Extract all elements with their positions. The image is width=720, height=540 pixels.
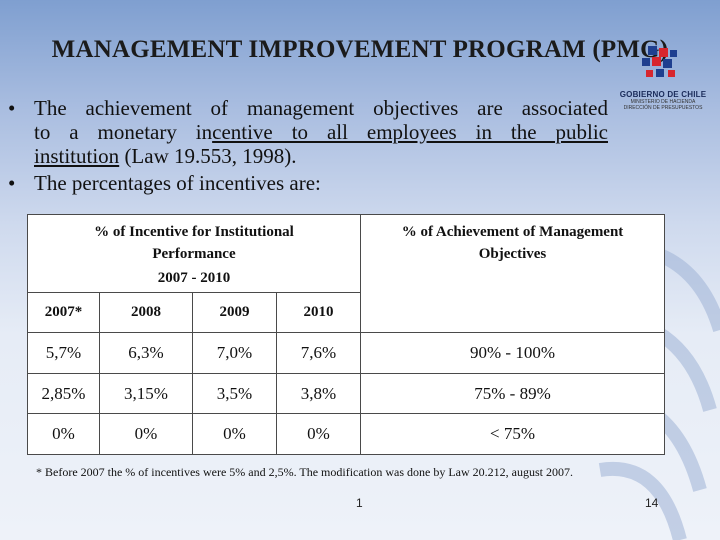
- bullet-1-line-1: The achievement of management objectives…: [34, 96, 608, 120]
- table-cell: 0%: [276, 413, 361, 455]
- table-cell: 2,85%: [27, 373, 100, 414]
- logo-text: GOBIERNO DE CHILE MINISTERIO DE HACIENDA…: [608, 90, 718, 111]
- table-cell: 90% - 100%: [360, 332, 665, 374]
- logo-main-text: GOBIERNO DE CHILE: [619, 90, 707, 99]
- table-years-row: 2007* 2008 2009 2010: [27, 292, 665, 333]
- table-cell: 0%: [192, 413, 277, 455]
- header-achievement-label: % of Achievement of Management Objective…: [401, 224, 624, 262]
- header-incentive: % of Incentive for Institutional Perform…: [27, 214, 361, 293]
- table-cell: 7,0%: [192, 332, 277, 374]
- header-achievement: % of Achievement of Management Objective…: [360, 214, 665, 333]
- footnote: * Before 2007 the % of incentives were 5…: [36, 465, 573, 479]
- table-row: 5,7% 6,3% 7,0% 7,6% 90% - 100%: [27, 332, 665, 374]
- table-cell: 0%: [99, 413, 193, 455]
- bullet-2-text: The percentages of incentives are:: [34, 171, 321, 195]
- bullet-1-line-2: to a monetary incentive to all employees…: [34, 120, 608, 144]
- bullet-dot-icon: •: [8, 171, 16, 195]
- table-cell: 6,3%: [99, 332, 193, 374]
- table-cell: 3,5%: [192, 373, 277, 414]
- bullet-item-1: • The achievement of management objectiv…: [8, 96, 608, 168]
- bullet-1-line-2-b: centive to all employees in the public: [212, 120, 608, 144]
- bullet-1-line-2-a: to a monetary in: [34, 120, 213, 144]
- year-cell: 2009: [192, 292, 277, 333]
- table-cell: 3,8%: [276, 373, 361, 414]
- year-cell: 2010: [276, 292, 361, 333]
- table-row: 2,85% 3,15% 3,5% 3,8% 75% - 89%: [27, 373, 665, 414]
- year-cell: 2008: [99, 292, 193, 333]
- gobierno-de-chile-logo-icon: [642, 46, 677, 77]
- slide-title: MANAGEMENT IMPROVEMENT PROGRAM (PMG): [51, 36, 669, 63]
- table-cell: 5,7%: [27, 332, 100, 374]
- table-row: 0% 0% 0% 0% < 75%: [27, 413, 665, 455]
- bullet-list: • The achievement of management objectiv…: [8, 96, 608, 198]
- table-header-row: % of Incentive for Institutional Perform…: [27, 214, 665, 333]
- table-cell: 7,6%: [276, 332, 361, 374]
- bullet-1-line-3-a: institution: [34, 144, 120, 168]
- table-cell: 75% - 89%: [360, 373, 665, 414]
- bullet-1-line-3-b: (Law 19.553, 1998).: [119, 144, 297, 168]
- bullet-1-line-3: institution (Law 19.553, 1998).: [34, 144, 608, 168]
- logo-sub-text-1: MINISTERIO DE HACIENDA: [630, 99, 696, 105]
- header-incentive-years: 2007 - 2010: [157, 270, 231, 286]
- page-number-right: 14: [645, 496, 659, 510]
- page-number-center: 1: [356, 496, 363, 510]
- logo-sub-text-2: DIRECCIÓN DE PRESUPUESTOS: [623, 105, 703, 111]
- bullet-dot-icon: •: [8, 96, 16, 120]
- bullet-item-2: • The percentages of incentives are:: [8, 171, 608, 195]
- table-cell: < 75%: [360, 413, 665, 455]
- year-cell: 2007*: [27, 292, 100, 333]
- incentive-table: % of Incentive for Institutional Perform…: [27, 214, 665, 455]
- table-cell: 3,15%: [99, 373, 193, 414]
- header-incentive-label: % of Incentive for Institutional Perform…: [94, 224, 294, 262]
- table-cell: 0%: [27, 413, 100, 455]
